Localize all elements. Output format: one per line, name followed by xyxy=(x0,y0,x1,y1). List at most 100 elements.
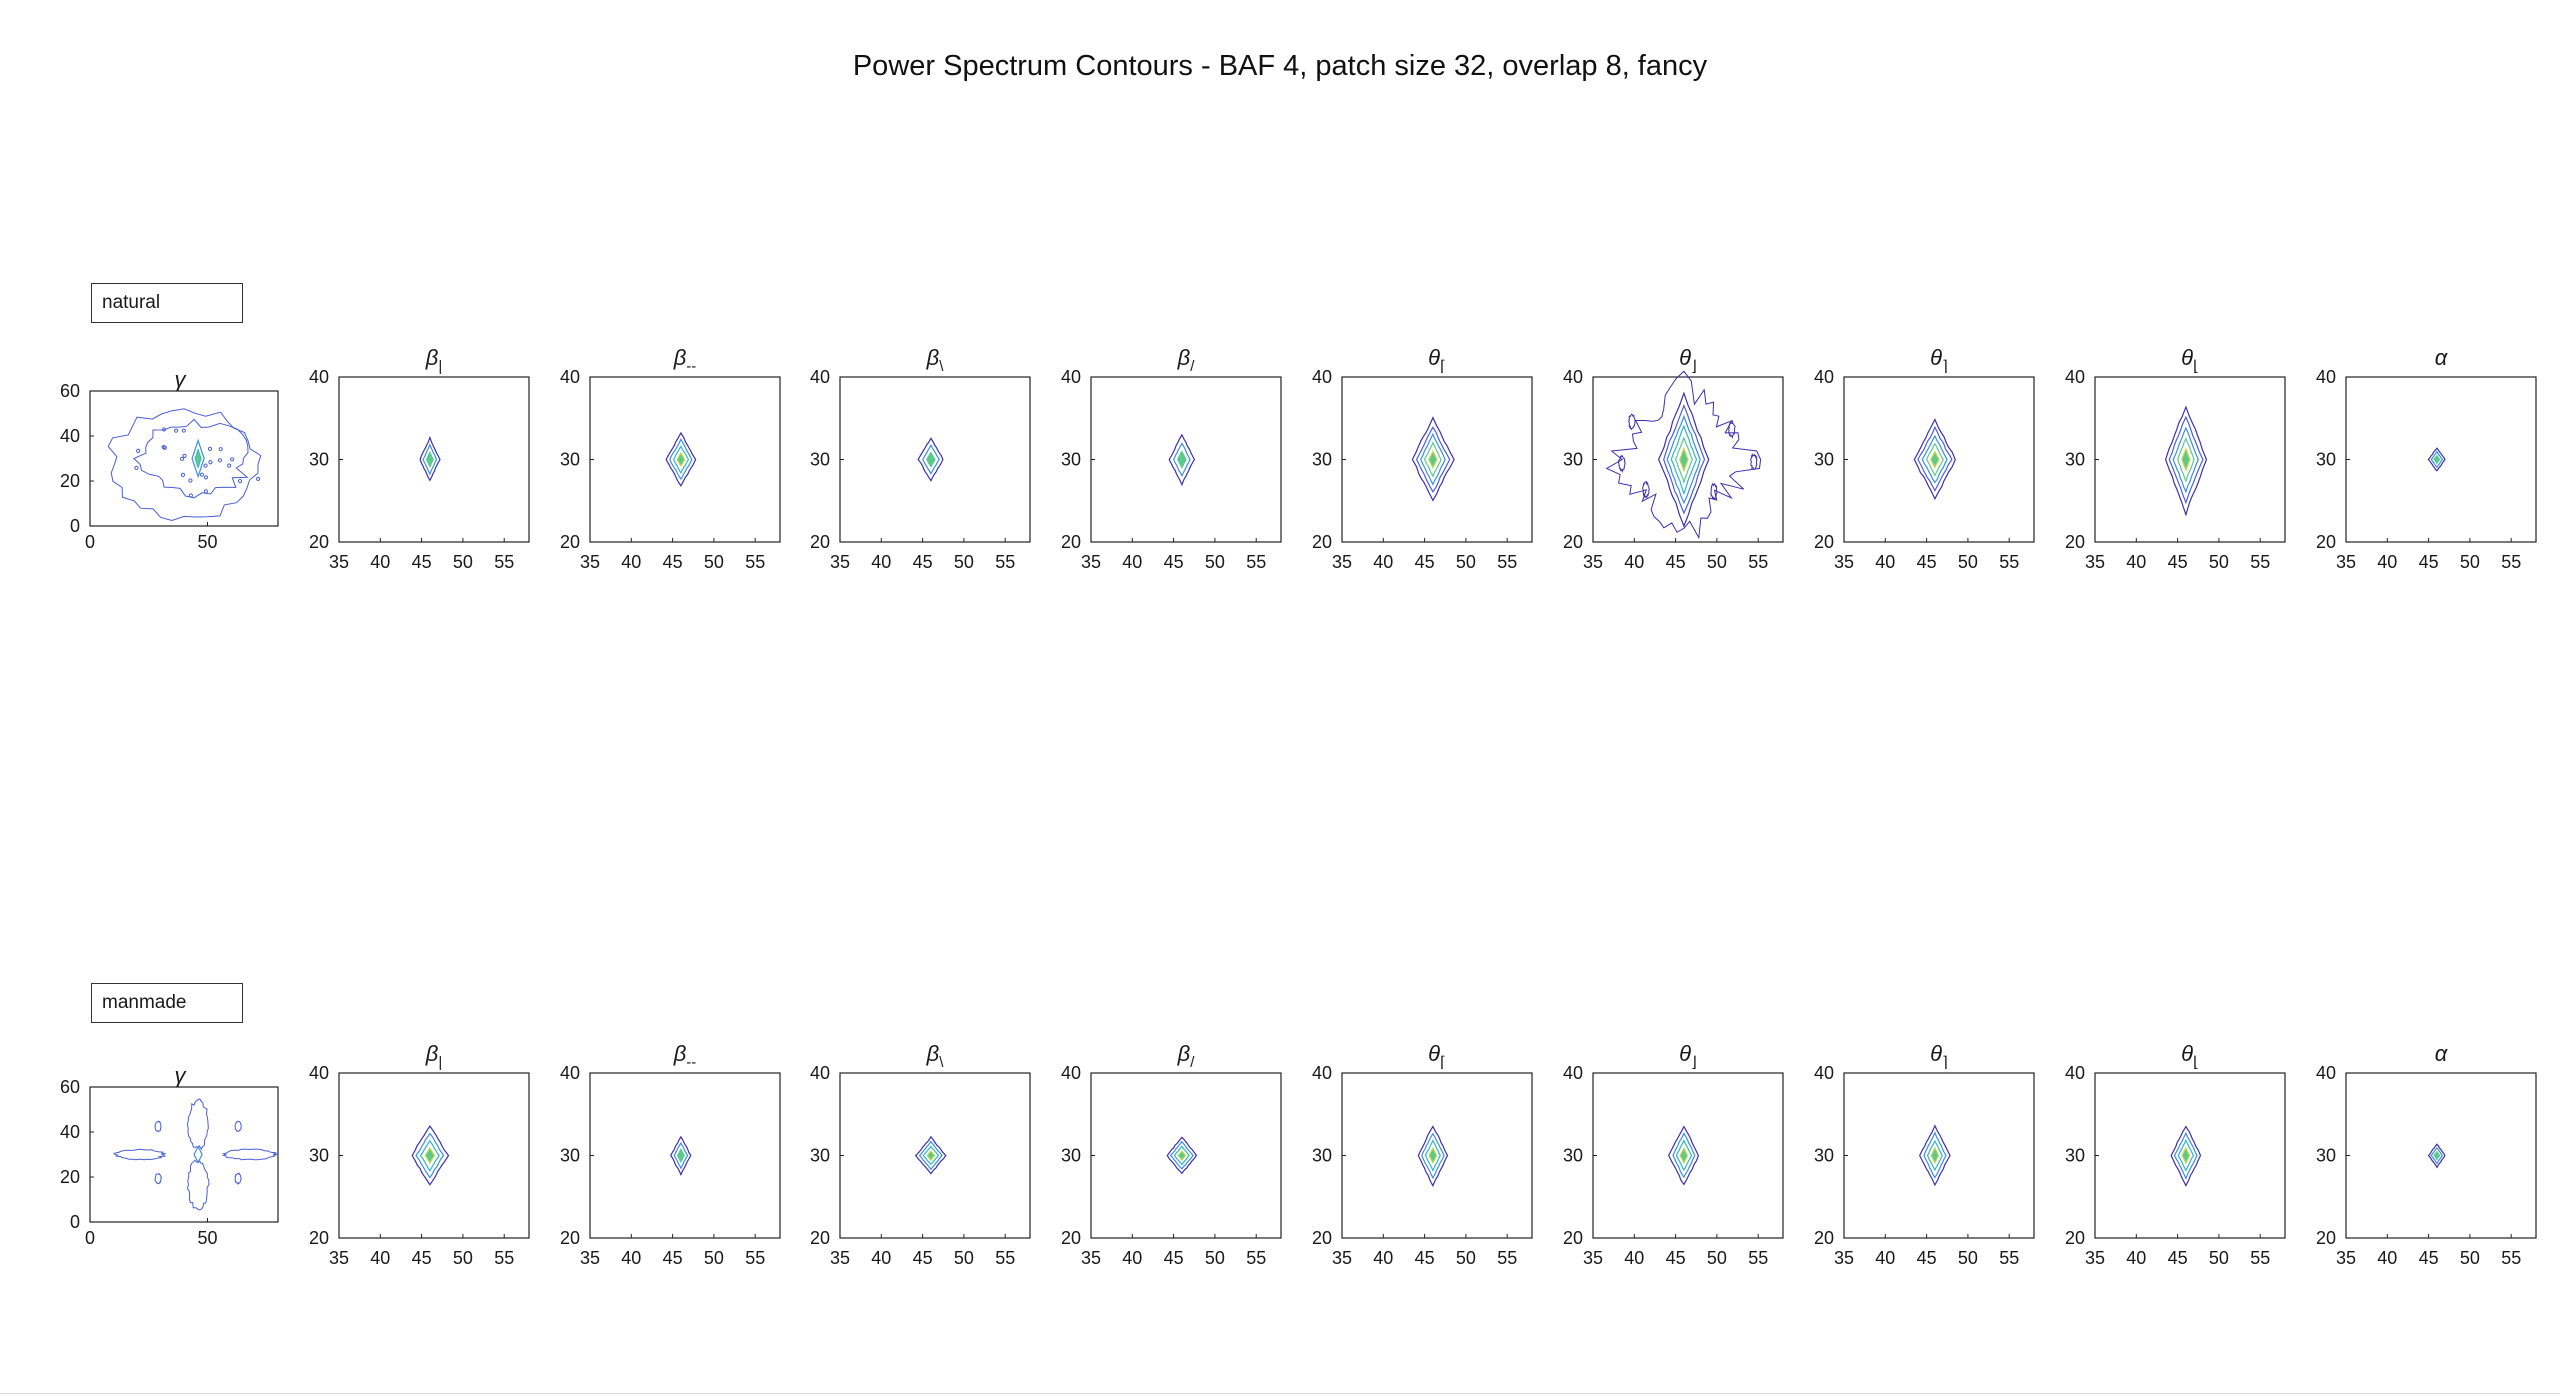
x-tick-label: 50 xyxy=(704,552,724,572)
overview-panel-manmade: γ 0 50 0 20 40 60 xyxy=(60,1063,279,1248)
x-tick-label: 55 xyxy=(745,1248,765,1268)
contour-level-3 xyxy=(415,1132,445,1179)
x-tick-label: 35 xyxy=(1332,1248,1352,1268)
contour-level-2 xyxy=(922,1145,940,1166)
contour-level-4 xyxy=(2168,415,2204,505)
window-bottom-edge xyxy=(0,1393,2560,1394)
panel-title: β/ xyxy=(1177,345,1196,375)
contour-line xyxy=(154,1172,162,1185)
y-tick-label: 30 xyxy=(810,450,830,470)
y-tick-label: 30 xyxy=(1814,1146,1834,1166)
contour-level-1 xyxy=(1428,1146,1438,1165)
contour-level-4 xyxy=(1166,1136,1198,1175)
contour-speck xyxy=(1750,452,1758,470)
contour-level-2 xyxy=(2430,450,2444,469)
y-tick-label: 40 xyxy=(1312,367,1332,387)
x-tick-label: 35 xyxy=(1583,1248,1603,1268)
x-tick-label: 55 xyxy=(1999,1248,2019,1268)
x-tick-label: 35 xyxy=(1081,1248,1101,1268)
y-tick-label-natural-gamma: 60 xyxy=(60,381,80,401)
x-tick-label: 50 xyxy=(2460,552,2480,572)
x-tick-label: 40 xyxy=(1875,1248,1895,1268)
y-tick-label: 20 xyxy=(1814,532,1834,552)
contour-speck xyxy=(203,475,209,480)
x-tick-label: 40 xyxy=(2377,1248,2397,1268)
y-tick-label: 20 xyxy=(2065,1228,2085,1248)
x-tick-label: 35 xyxy=(329,552,349,572)
contour-level-1 xyxy=(1679,446,1689,473)
panel-title: θ⌊ xyxy=(2181,345,2199,375)
contour-level-1 xyxy=(425,450,434,469)
contour-panel-natural-3: β\ 35 40 45 50 55 20 30 40 xyxy=(810,345,1031,572)
y-tick-label: 20 xyxy=(810,532,830,552)
y-tick-label: 40 xyxy=(309,367,329,387)
y-tick-label: 40 xyxy=(1814,1063,1834,1083)
panel-title: θ⌋ xyxy=(1679,345,1697,375)
x-tick-label: 50 xyxy=(1205,1248,1225,1268)
contour-line xyxy=(154,1120,162,1133)
x-tick-label: 45 xyxy=(1666,552,1686,572)
contour-level-2 xyxy=(1173,1145,1190,1166)
y-tick-label: 20 xyxy=(1061,532,1081,552)
y-tick-label: 40 xyxy=(1312,1063,1332,1083)
x-tick-label: 45 xyxy=(663,552,683,572)
x-tick-label: 50 xyxy=(453,1248,473,1268)
contour-panel-manmade-2: β-- 35 40 45 50 55 20 30 40 xyxy=(560,1041,781,1268)
y-tick-label-manmade-gamma: 20 xyxy=(60,1167,80,1187)
y-tick-label: 20 xyxy=(1061,1228,1081,1248)
panel-title: α xyxy=(2435,1041,2449,1066)
y-tick-label: 30 xyxy=(2316,450,2336,470)
y-tick-label: 30 xyxy=(560,1146,580,1166)
contour-level-3 xyxy=(917,437,944,482)
x-tick-label: 45 xyxy=(2419,1248,2439,1268)
y-tick-label: 30 xyxy=(560,450,580,470)
contour-panel-natural-5: θ⌈ 35 40 45 50 55 20 30 40 xyxy=(1312,345,1533,572)
x-tick-label: 35 xyxy=(1081,552,1101,572)
x-tick-label: 40 xyxy=(2126,552,2146,572)
y-tick-label: 40 xyxy=(810,1063,830,1083)
y-tick-label: 20 xyxy=(810,1228,830,1248)
contour-panel-natural-6: θ⌋ 35 40 45 50 55 20 30 40 xyxy=(1563,345,1784,572)
contour-level-2 xyxy=(1675,1139,1693,1172)
contour-level-4 xyxy=(1917,425,1953,492)
x-tick-label: 50 xyxy=(1707,552,1727,572)
contour-level-2 xyxy=(2177,437,2195,483)
contour-level-1 xyxy=(1177,1150,1187,1162)
axes-box xyxy=(2345,376,2537,543)
x-tick-label: 40 xyxy=(2377,552,2397,572)
contour-level-3 xyxy=(2173,1131,2198,1180)
contour-level-1 xyxy=(676,1148,685,1164)
contour-speck xyxy=(179,456,185,461)
contour-level-2 xyxy=(673,1141,689,1170)
contour-speck xyxy=(180,472,186,477)
x-tick-label: 40 xyxy=(1624,552,1644,572)
x-tick-label: 55 xyxy=(995,1248,1015,1268)
x-tick-label: 35 xyxy=(1583,552,1603,572)
x-tick-label: 55 xyxy=(995,552,1015,572)
x-tick-label: 55 xyxy=(1748,552,1768,572)
x-tick-label-natural-gamma: 0 xyxy=(85,532,95,552)
x-tick-label: 50 xyxy=(954,1248,974,1268)
x-tick-label: 55 xyxy=(1497,1248,1517,1268)
y-tick-label-natural-gamma: 20 xyxy=(60,471,80,491)
y-tick-label: 30 xyxy=(1061,1146,1081,1166)
contour-line xyxy=(193,1145,203,1164)
y-tick-label: 30 xyxy=(1814,450,1834,470)
x-tick-label: 50 xyxy=(1958,1248,1978,1268)
contour-level-1 xyxy=(926,1150,936,1162)
x-tick-label: 55 xyxy=(2501,1248,2521,1268)
contour-level-1 xyxy=(2433,454,2441,465)
contour-level-6 xyxy=(1657,391,1710,528)
contour-panel-natural-8: θ⌊ 35 40 45 50 55 20 30 40 xyxy=(2065,345,2286,572)
y-tick-label: 20 xyxy=(1312,1228,1332,1248)
contour-level-2 xyxy=(2430,1146,2444,1165)
x-tick-label: 55 xyxy=(2250,1248,2270,1268)
contour-speck xyxy=(1627,413,1636,431)
contour-level-3 xyxy=(1169,1140,1194,1170)
contour-line xyxy=(234,1120,242,1133)
axes-box-manmade-gamma xyxy=(89,1086,279,1223)
x-tick-label: 50 xyxy=(954,552,974,572)
x-tick-label: 50 xyxy=(1205,552,1225,572)
x-tick-label: 50 xyxy=(1958,552,1978,572)
